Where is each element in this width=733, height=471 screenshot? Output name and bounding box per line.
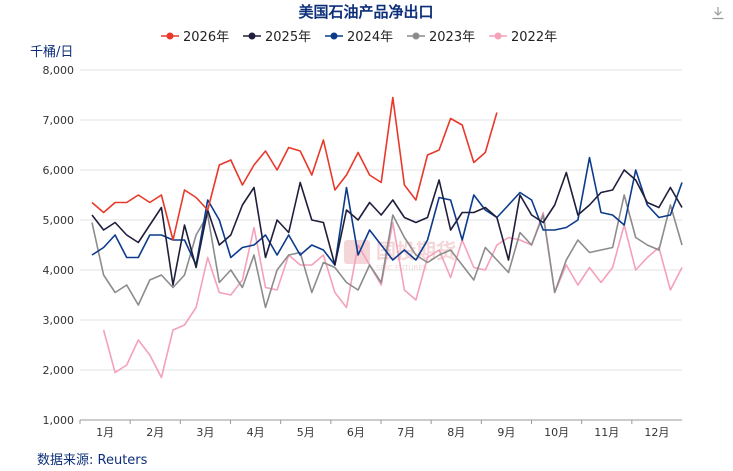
y-tick-label: 5,000 [43,214,75,227]
watermark-subtext: SDIC FUTURES [376,264,428,272]
y-axis-unit-label: 千桶/日 [30,45,73,60]
legend-item-2025年[interactable]: 2025年 [243,30,311,45]
x-tick-label: 12月 [644,426,669,439]
y-tick-label: 7,000 [43,114,75,127]
x-tick-label: 5月 [297,426,315,439]
x-tick-label: 8月 [447,426,465,439]
y-axis-ticks: 1,000 2,000 3,000 4,000 5,000 6,000 7,000 8,000 [43,64,75,427]
x-tick-label: 10月 [544,426,569,439]
legend-swatch-marker [330,32,338,40]
y-tick-label: 4,000 [43,264,75,277]
y-tick-label: 1,000 [43,414,75,427]
legend-item-2026年[interactable]: 2026年 [161,30,229,45]
legend-item-2024年[interactable]: 2024年 [325,30,393,45]
x-tick-label: 6月 [347,426,365,439]
x-tick-label: 9月 [497,426,515,439]
legend-label: 2023年 [429,30,475,45]
x-tick-label: 3月 [196,426,214,439]
series-lines [91,96,683,379]
x-tick-label: 7月 [397,426,415,439]
x-tick-label: 4月 [247,426,265,439]
series-line-2026年 [91,96,498,241]
y-tick-label: 8,000 [43,64,75,77]
legend-swatch-marker [248,32,256,40]
series-line-2023年 [91,194,683,309]
y-tick-label: 2,000 [43,364,75,377]
x-tick-label: 11月 [594,426,619,439]
legend-swatch-marker [494,32,502,40]
legend-item-2023年[interactable]: 2023年 [407,30,475,45]
chart-title: 美国石油产品净出口 [298,3,433,21]
legend-item-2022年[interactable]: 2022年 [489,30,557,45]
y-tick-label: 3,000 [43,314,75,327]
series-line-2025年 [91,169,683,286]
source-note: 数据来源: Reuters [37,453,148,468]
legend-label: 2026年 [183,30,229,45]
legend: 2026年 2025年 2024年 2023年 2022年 [161,30,557,45]
series-line-2022年 [102,211,683,379]
legend-label: 2024年 [347,30,393,45]
x-tick-label: 1月 [96,426,114,439]
series-line-2024年 [91,156,683,266]
legend-swatch-marker [412,32,420,40]
legend-label: 2025年 [265,30,311,45]
download-icon[interactable] [711,6,725,20]
legend-label: 2022年 [511,30,557,45]
legend-swatch-marker [166,32,174,40]
y-tick-label: 6,000 [43,164,75,177]
x-tick-label: 2月 [146,426,164,439]
x-axis-ticks: 1月 2月 3月 4月 5月 6月 7月 8月 9月 10月 11月 12月 [79,419,682,439]
